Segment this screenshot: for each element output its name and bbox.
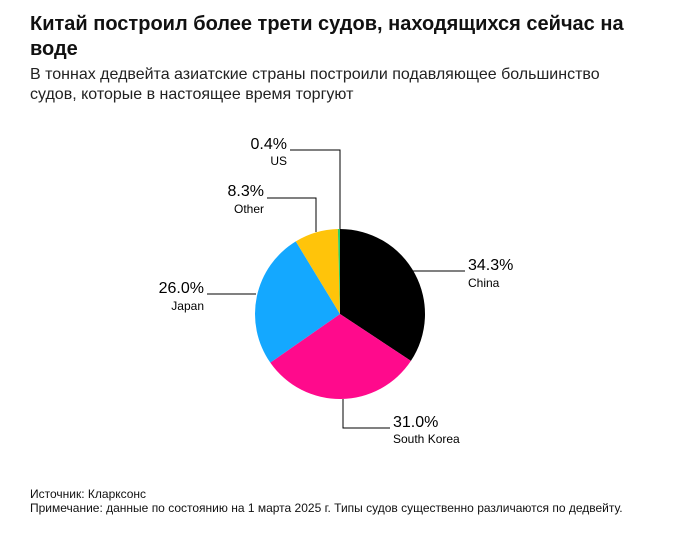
pie-slice-japan — [254, 241, 340, 363]
pie-slice-other — [295, 229, 340, 314]
pie-slice-south-korea — [270, 314, 411, 400]
page-subtitle: В тоннах дедвейта азиатские страны постр… — [30, 66, 600, 103]
data-note: Примечание: данные по состоянию на 1 мар… — [30, 501, 623, 515]
slice-label-other: Other — [234, 202, 264, 216]
leader-south-korea — [342, 399, 390, 429]
slice-value-us: 0.4% — [251, 136, 287, 153]
leader-us — [290, 149, 341, 229]
pie-slice-china — [340, 229, 426, 361]
slice-value-south-korea: 31.0% — [393, 414, 438, 431]
source-note: Источник: Кларксонс — [30, 487, 147, 501]
slice-value-other: 8.3% — [228, 183, 264, 200]
slice-label-japan: Japan — [171, 299, 204, 313]
pie-slices — [254, 229, 426, 400]
slice-value-china: 34.3% — [468, 257, 513, 274]
leader-lines — [207, 149, 465, 429]
pie-slice-us — [337, 229, 340, 314]
page-title: Китай построил более трети судов, находя… — [30, 13, 624, 60]
slice-label-china: China — [468, 276, 500, 290]
chart-footer: Источник: Кларксонс Примечание: данные п… — [30, 487, 645, 515]
leader-other — [267, 197, 317, 232]
slice-value-japan: 26.0% — [159, 280, 204, 297]
slice-label-us: US — [270, 154, 287, 168]
slice-label-south-korea: South Korea — [393, 432, 460, 446]
